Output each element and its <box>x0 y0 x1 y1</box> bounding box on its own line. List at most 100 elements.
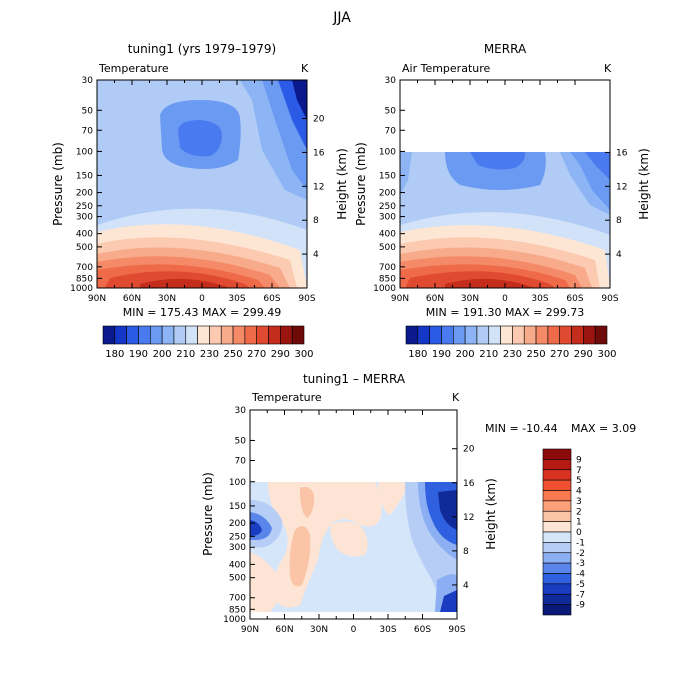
colorbar-swatch <box>161 325 175 345</box>
y-tick-label-right: 8 <box>616 216 622 226</box>
contour-band <box>445 278 535 288</box>
x-tick-label: 30N <box>461 294 479 304</box>
colorbar-swatch <box>280 325 293 345</box>
colorbar-swatch <box>542 583 572 595</box>
y-tick-label: 400 <box>76 230 93 240</box>
colorbar-label: 270 <box>247 349 266 360</box>
min-max-label: MIN = 175.43 MAX = 299.49 <box>123 306 281 319</box>
colorbar-label: -3 <box>576 559 585 569</box>
y-tick-label: 1000 <box>373 284 396 294</box>
colorbar: 180 190 200 210 230 250 270 290 300 <box>405 325 617 360</box>
colorbar-label: 5 <box>576 476 582 486</box>
colorbar-label: 250 <box>527 349 546 360</box>
colorbar-label: 200 <box>456 349 475 360</box>
min-label: MIN = -10.44 <box>485 422 558 435</box>
colorbar-swatch <box>268 325 281 345</box>
panel-subtitle: Temperature <box>251 391 322 404</box>
y-tick-label: 850 <box>229 605 246 615</box>
y-tick-label: 150 <box>229 502 246 512</box>
x-tick-label: 60N <box>426 294 444 304</box>
y-tick-label-right: 16 <box>616 148 628 158</box>
contour-field <box>400 152 610 288</box>
x-tick-label: 90N <box>241 625 259 635</box>
y-tick-label-right: 4 <box>616 250 622 260</box>
contour-band <box>140 278 230 288</box>
colorbar-label: -7 <box>576 590 585 600</box>
y-tick-label-right: 20 <box>463 445 475 455</box>
y-tick-label-right: 8 <box>313 216 319 226</box>
axes: 90N 60N 30N 0 30S 60S 90S 30 50 70 100 150 200 250300… <box>223 406 475 635</box>
units-label: K <box>301 62 309 75</box>
colorbar-swatch <box>464 325 478 345</box>
colorbar-label: 9 <box>576 455 582 465</box>
colorbar-swatch <box>126 325 139 345</box>
x-tick-label: 30S <box>228 294 245 304</box>
contour-band <box>250 552 281 612</box>
x-tick-label: 90N <box>88 294 106 304</box>
x-tick-label: 60S <box>263 294 280 304</box>
colorbar-swatch <box>542 459 572 471</box>
colorbar-swatch <box>542 552 572 564</box>
y-tick-label: 200 <box>229 519 246 529</box>
y-tick-label: 50 <box>82 106 94 116</box>
x-tick-label: 90S <box>601 294 618 304</box>
colorbar-swatch <box>291 325 305 345</box>
colorbar: 180 190 200 210 230 250 270 290 300 <box>102 325 314 360</box>
x-tick-label: 30S <box>531 294 548 304</box>
contour-band <box>178 120 222 157</box>
axes: 90N 60N 30N 0 30S 60S 90S 30 50 70 100 150 200 250300… <box>70 76 325 304</box>
colorbar-swatch <box>523 325 537 345</box>
contour-band <box>440 590 457 612</box>
panel-merra: MERRA Air Temperature K 90N 60N 30N 0 30S 60S… <box>354 42 651 360</box>
colorbar-label: 230 <box>200 349 219 360</box>
colorbar-label: 2 <box>576 507 582 517</box>
y-tick-label: 1000 <box>70 284 93 294</box>
units-label: K <box>452 391 460 404</box>
axes: 90N 60N 30N 0 30S 60S 90S 30 50 70 100 150 200 250300… <box>373 76 628 304</box>
y-tick-label: 400 <box>229 560 246 570</box>
y-tick-label: 250 <box>76 202 93 212</box>
colorbar-swatch <box>488 325 501 345</box>
colorbar-swatch <box>571 325 584 345</box>
y-tick-label-right: 8 <box>463 547 469 557</box>
colorbar-swatch <box>542 479 572 491</box>
x-tick-label: 0 <box>351 625 357 635</box>
colorbar-swatch <box>542 500 572 512</box>
x-tick-label: 90S <box>448 625 465 635</box>
colorbar-label: 250 <box>224 349 243 360</box>
colorbar-label: 180 <box>105 349 124 360</box>
y-tick-label: 200 <box>379 189 396 199</box>
x-tick-label: 30N <box>158 294 176 304</box>
x-tick-label: 90S <box>298 294 315 304</box>
y-tick-label: 1000 <box>223 615 246 625</box>
colorbar-swatch <box>583 325 596 345</box>
colorbar-label: -5 <box>576 580 585 590</box>
y-tick-label-right: 12 <box>463 513 474 523</box>
y-tick-label-right: 12 <box>616 182 627 192</box>
colorbar-swatch <box>220 325 234 345</box>
y-tick-label: 500 <box>229 574 246 584</box>
colorbar-swatch <box>232 325 246 345</box>
colorbar-label: 190 <box>432 349 451 360</box>
panel-title: tuning1 (yrs 1979–1979) <box>128 42 276 56</box>
colorbar-swatch <box>429 325 442 345</box>
colorbar-label: 300 <box>294 349 313 360</box>
y-tick-label-right: 4 <box>313 250 319 260</box>
colorbar-label: -2 <box>576 549 585 559</box>
y-tick-label: 300 <box>379 213 396 223</box>
panel-model: tuning1 (yrs 1979–1979) Temperature K 90… <box>51 42 349 360</box>
colorbar-label: 210 <box>479 349 498 360</box>
x-tick-label: 30S <box>379 625 396 635</box>
colorbar-swatch <box>173 325 187 345</box>
y-tick-label: 300 <box>229 543 246 553</box>
colorbar-swatch <box>542 593 572 605</box>
colorbar-label: 200 <box>153 349 172 360</box>
colorbar-label: 230 <box>503 349 522 360</box>
y-tick-label: 850 <box>76 274 93 284</box>
colorbar-swatch <box>441 325 454 345</box>
units-label: K <box>604 62 612 75</box>
y-tick-label: 250 <box>379 202 396 212</box>
y-axis-label: Pressure (mb) <box>201 472 215 556</box>
colorbar-swatch <box>542 562 572 574</box>
y-tick-label: 30 <box>235 406 247 416</box>
